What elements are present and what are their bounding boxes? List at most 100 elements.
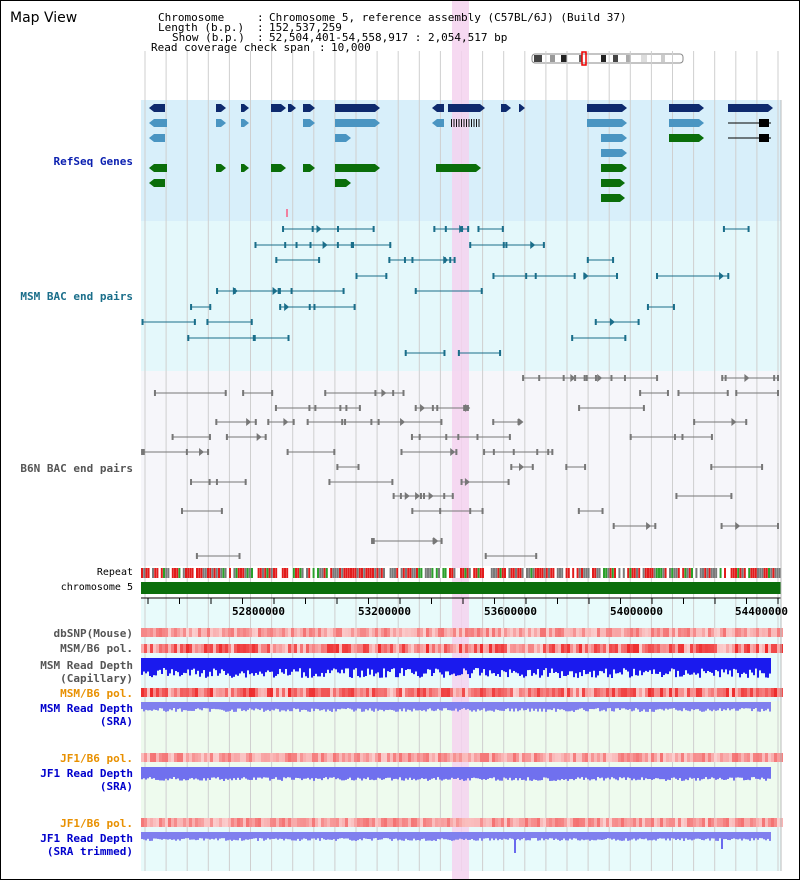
read-depth-bar	[293, 658, 295, 670]
repeat-block	[735, 568, 737, 578]
read-depth-bar	[443, 832, 445, 840]
b6n-bac-end	[745, 419, 748, 425]
read-depth-bar	[487, 767, 489, 779]
polymorphism-cell	[699, 818, 702, 827]
dbsnp-label[interactable]: dbSNP(Mouse)	[53, 627, 133, 640]
polymorphism-cell	[600, 818, 603, 827]
read-depth-bar	[701, 658, 703, 669]
polymorphism-cell	[375, 628, 378, 637]
polymorphism-cell	[300, 644, 303, 653]
jf1-b6-pol-label[interactable]: JF1/B6 pol.	[60, 752, 133, 765]
polymorphism-cell	[627, 753, 630, 762]
read-depth-bar	[361, 767, 363, 781]
read-depth-bar	[737, 767, 739, 778]
polymorphism-cell	[711, 818, 714, 827]
polymorphism-cell	[693, 628, 696, 637]
read-depth-bar	[463, 702, 465, 709]
polymorphism-cell	[621, 688, 624, 697]
polymorphism-cell	[435, 753, 438, 762]
polymorphism-cell	[468, 753, 471, 762]
polymorphism-cell	[447, 628, 450, 637]
b6n-bac-label[interactable]: B6N BAC end pairs	[20, 462, 133, 475]
polymorphism-cell	[306, 644, 309, 653]
repeat-block	[248, 568, 251, 578]
repeat-block	[231, 568, 234, 578]
read-depth-bar	[213, 702, 215, 709]
read-depth-bar	[457, 832, 459, 840]
polymorphism-cell	[678, 688, 681, 697]
polymorphism-cell	[567, 644, 570, 653]
read-depth-bar	[625, 767, 627, 780]
repeat-block	[517, 568, 520, 578]
read-depth-bar	[323, 832, 325, 840]
msm-b6-pol-label[interactable]: MSM/B6 pol.	[60, 642, 133, 655]
read-depth-bar	[623, 767, 625, 778]
jf1-b6-pol-label-2[interactable]: JF1/B6 pol.	[60, 817, 133, 830]
jf1-depth-label-1[interactable]: JF1 Read Depth	[40, 767, 133, 780]
polymorphism-cell	[270, 753, 273, 762]
read-depth-bar	[661, 767, 663, 780]
polymorphism-cell	[318, 688, 321, 697]
read-depth-bar	[473, 702, 475, 711]
read-depth-bar	[707, 832, 709, 839]
repeat-block	[620, 568, 623, 578]
polymorphism-cell	[660, 818, 663, 827]
polymorphism-cell	[675, 628, 678, 637]
read-depth-bar	[223, 832, 225, 839]
gene-exon	[471, 119, 472, 127]
repeat-block	[609, 568, 612, 578]
polymorphism-cell	[513, 628, 516, 637]
msm-bac-label[interactable]: MSM BAC end pairs	[20, 290, 133, 303]
read-depth-bar	[513, 767, 515, 780]
b6n-bac-end	[292, 419, 295, 425]
read-depth-bar	[251, 658, 253, 674]
polymorphism-cell	[513, 688, 516, 697]
polymorphism-cell	[645, 644, 648, 653]
refseq-genes-label[interactable]: RefSeq Genes	[53, 155, 133, 168]
read-depth-bar	[421, 658, 423, 677]
polymorphism-cell	[741, 688, 744, 697]
msm-depth-sra-label-1[interactable]: MSM Read Depth	[40, 702, 133, 715]
polymorphism-cell	[639, 753, 642, 762]
read-depth-bar	[275, 832, 277, 839]
polymorphism-cell	[273, 753, 276, 762]
polymorphism-cell	[762, 628, 765, 637]
read-depth-bar	[439, 832, 441, 840]
read-depth-bar	[735, 702, 737, 711]
polymorphism-cell	[231, 644, 234, 653]
polymorphism-cell	[267, 644, 270, 653]
read-depth-bar	[657, 658, 659, 674]
read-depth-bar	[531, 767, 533, 781]
jf1-trim-label-1[interactable]: JF1 Read Depth	[40, 832, 133, 845]
gene-feature	[335, 179, 351, 187]
read-depth-bar	[579, 832, 581, 841]
b6n-bac-end	[208, 434, 211, 440]
polymorphism-cell	[270, 818, 273, 827]
polymorphism-cell	[387, 628, 390, 637]
repeat-block	[308, 568, 311, 578]
polymorphism-cell	[630, 688, 633, 697]
read-depth-bar	[375, 832, 377, 839]
repeat-block	[471, 568, 473, 578]
repeat-block	[528, 568, 531, 578]
polymorphism-cell	[312, 628, 315, 637]
repeat-block	[682, 568, 685, 578]
read-depth-bar	[395, 702, 397, 712]
polymorphism-cell	[276, 818, 279, 827]
read-depth-bar	[671, 767, 673, 778]
msm-b6-pol-label-2[interactable]: MSM/B6 pol.	[60, 687, 133, 700]
read-depth-bar	[703, 832, 705, 841]
polymorphism-cell	[555, 644, 558, 653]
b6n-bac-arrow	[465, 404, 471, 412]
b6n-bac-end	[336, 464, 339, 470]
polymorphism-cell	[240, 818, 243, 827]
read-depth-bar	[679, 702, 681, 711]
msm-depth-capillary-label-1[interactable]: MSM Read Depth	[40, 659, 133, 672]
read-depth-bar	[151, 767, 153, 779]
polymorphism-cell	[756, 688, 759, 697]
read-depth-bar	[699, 767, 701, 781]
polymorphism-cell	[468, 644, 471, 653]
read-depth-bar	[305, 658, 307, 677]
polymorphism-cell	[564, 818, 567, 827]
